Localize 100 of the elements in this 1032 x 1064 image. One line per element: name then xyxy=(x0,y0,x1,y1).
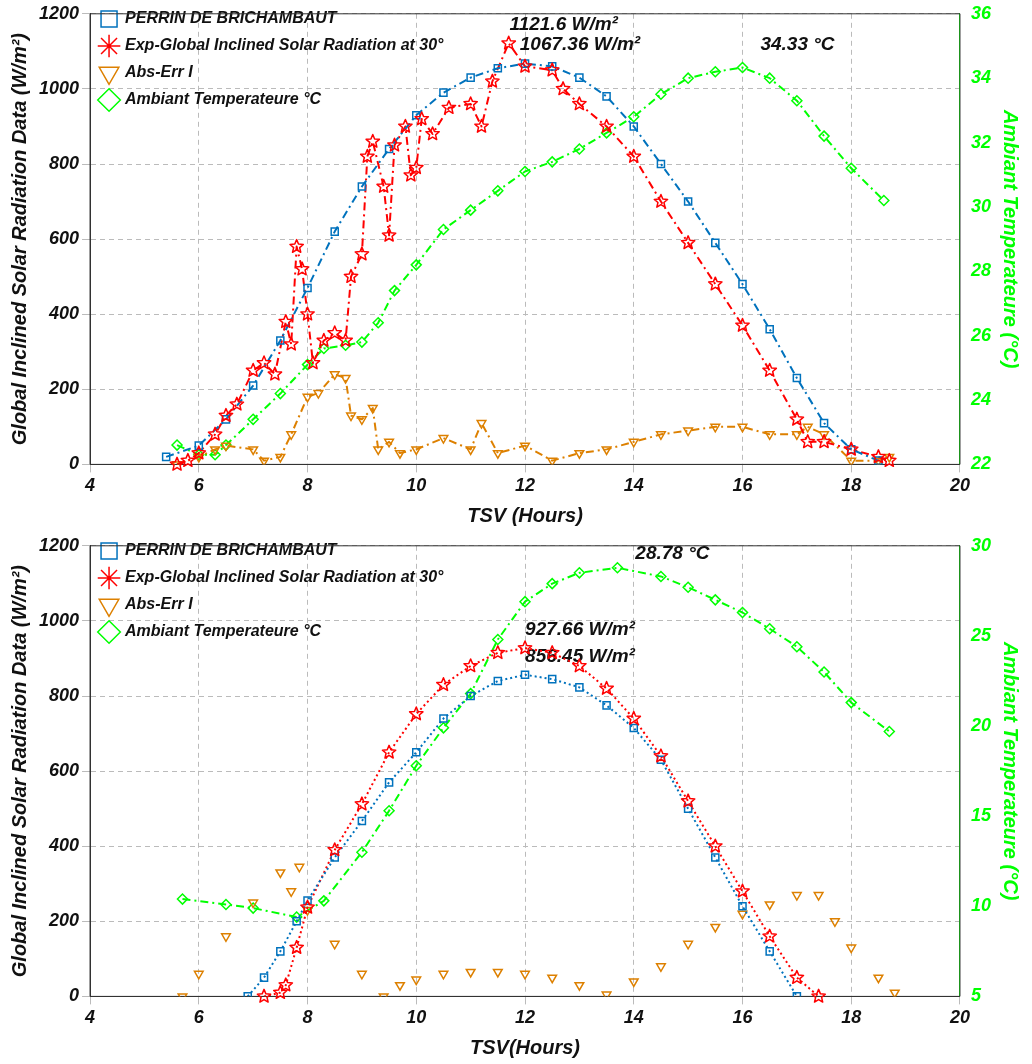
y2-tick-label: 20 xyxy=(969,715,992,736)
x-tick-label: 16 xyxy=(732,475,754,496)
annotation: 927.66 W/m² xyxy=(525,617,636,639)
point xyxy=(889,989,900,997)
legend-label: Abs-Err I xyxy=(124,63,194,81)
point xyxy=(626,710,642,725)
x-tick-label: 12 xyxy=(515,1007,536,1028)
y-tick-label: 400 xyxy=(48,835,80,856)
point xyxy=(492,185,504,197)
point xyxy=(408,706,424,721)
point xyxy=(290,911,303,923)
point xyxy=(256,355,272,370)
point xyxy=(573,143,586,155)
y2-axis-title: Ambiant Temperateure (°C) xyxy=(1000,108,1023,369)
point xyxy=(267,366,283,381)
point xyxy=(547,674,557,684)
point xyxy=(873,974,884,984)
point xyxy=(762,362,778,377)
point xyxy=(599,118,614,133)
point xyxy=(384,778,394,787)
point xyxy=(764,901,775,911)
point xyxy=(193,970,204,980)
point xyxy=(169,456,185,471)
point xyxy=(811,988,827,1003)
point xyxy=(439,714,448,723)
point xyxy=(628,438,639,448)
point xyxy=(544,62,560,77)
annotation: 34.33 °C xyxy=(760,33,835,55)
point xyxy=(573,567,586,579)
point xyxy=(813,891,824,901)
y2-tick-label: 15 xyxy=(970,805,992,826)
point xyxy=(709,594,722,606)
point xyxy=(180,452,196,468)
point xyxy=(329,940,340,950)
point xyxy=(683,940,694,950)
x-tick-label: 14 xyxy=(623,1007,644,1028)
point xyxy=(629,122,639,131)
y-tick-label: 800 xyxy=(49,684,80,705)
point xyxy=(438,970,449,980)
point xyxy=(546,156,558,168)
point xyxy=(305,355,321,370)
point xyxy=(248,446,259,456)
point xyxy=(302,393,313,403)
legend-label: Ambiant Temperateure °C xyxy=(124,90,322,108)
point xyxy=(519,595,531,608)
point xyxy=(802,423,813,433)
x-tick-label: 20 xyxy=(948,475,970,496)
point xyxy=(303,896,312,905)
point xyxy=(318,895,330,907)
y2-tick-label: 5 xyxy=(970,985,982,1006)
point xyxy=(359,148,375,163)
point xyxy=(765,324,774,334)
point xyxy=(791,891,802,901)
point xyxy=(602,701,611,710)
point xyxy=(490,645,506,660)
y2-tick-label: 32 xyxy=(970,131,992,152)
point xyxy=(555,81,571,96)
point xyxy=(626,148,642,163)
point xyxy=(414,111,430,126)
point xyxy=(338,332,353,347)
point xyxy=(411,110,421,120)
point xyxy=(466,73,475,82)
point xyxy=(653,748,669,763)
point xyxy=(707,838,723,853)
point xyxy=(463,658,479,673)
y2-tick-label: 22 xyxy=(969,453,992,474)
point xyxy=(365,133,381,148)
point xyxy=(736,61,749,74)
point xyxy=(356,336,368,348)
point xyxy=(286,431,297,441)
point xyxy=(683,427,694,437)
point xyxy=(709,65,722,78)
point xyxy=(259,973,269,982)
y2-axis-title: Ambiant Temperateure (°C) xyxy=(1000,640,1023,901)
point xyxy=(278,313,294,329)
y-tick-label: 200 xyxy=(48,378,80,399)
point xyxy=(247,413,259,426)
y-tick-label: 1200 xyxy=(39,534,80,555)
point xyxy=(656,159,666,169)
point xyxy=(294,863,305,873)
point xyxy=(220,898,232,911)
point xyxy=(791,640,803,653)
point xyxy=(680,235,696,250)
point xyxy=(275,453,286,463)
point xyxy=(546,577,558,590)
point xyxy=(339,339,352,352)
point xyxy=(381,744,397,759)
point xyxy=(345,412,357,422)
point xyxy=(327,325,343,340)
legend-label: PERRIN DE BRICHAMBAUT xyxy=(125,9,338,27)
point xyxy=(653,193,669,208)
point xyxy=(408,160,424,175)
point xyxy=(171,439,183,451)
point xyxy=(283,336,299,351)
point xyxy=(394,449,406,459)
legend-label: Exp-Global Inclined Solar Radiation at 30° xyxy=(125,568,445,586)
point xyxy=(387,137,402,152)
point xyxy=(492,633,504,646)
x-tick-label: 6 xyxy=(193,1007,205,1028)
point xyxy=(437,223,450,236)
